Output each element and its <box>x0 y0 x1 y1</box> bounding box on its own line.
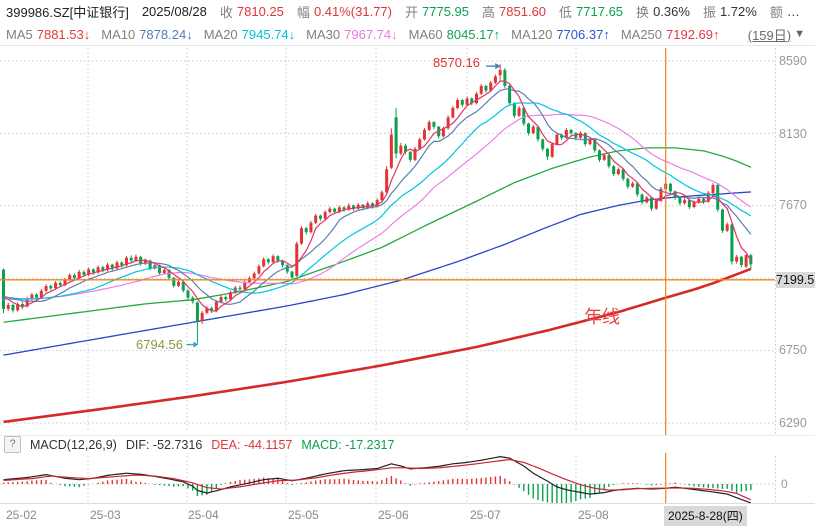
x-axis-label: 25-05 <box>288 508 319 522</box>
x-axis-label: 25-07 <box>470 508 501 522</box>
quote-date: 2025/08/28 <box>141 4 207 19</box>
field-high: 高 7851.60 <box>482 4 547 20</box>
y-axis-label: 6290 <box>779 416 807 430</box>
macd-value: MACD: -17.2317 <box>301 437 395 452</box>
dea-value: DEA: -44.1157 <box>211 437 293 452</box>
field-turnover: 换 0.36% <box>636 4 690 20</box>
help-button[interactable]: ? <box>4 436 21 453</box>
field-amplitude: 振 1.72% <box>702 4 757 20</box>
ma60-legend: MA60 8045.17↑ <box>408 26 501 42</box>
macd-zero-label: 0 <box>781 477 788 491</box>
x-axis-label: 25-03 <box>90 508 121 522</box>
y-axis-label: 8130 <box>779 127 807 141</box>
crosshair-price-label: 7199.5 <box>776 272 815 288</box>
field-change: 幅 0.41%(31.77) <box>296 4 392 20</box>
low-price-annotation: 6794.56 <box>136 337 183 352</box>
y-axis-label: 8590 <box>779 54 807 68</box>
field-open: 开 7775.95 <box>405 4 470 20</box>
field-amount: 额… <box>769 4 800 20</box>
y-axis-label: 7670 <box>779 198 807 212</box>
x-axis-label: 25-08 <box>578 508 609 522</box>
dif-value: DIF: -52.7316 <box>125 437 203 452</box>
field-close: 收 7810.25 <box>219 4 284 20</box>
macd-header: ? MACD(12,26,9) DIF: -52.7316 DEA: -44.1… <box>0 435 815 453</box>
field-low: 低 7717.65 <box>559 4 624 20</box>
crosshair-date-label: 2025-8-28(四) <box>664 506 747 526</box>
period-selector[interactable]: (159日) ▼ <box>748 25 805 44</box>
x-axis-label: 25-06 <box>378 508 409 522</box>
x-axis-label: 25-02 <box>6 508 37 522</box>
ma-legend: MA5 7881.53↓ MA10 7878.24↓ MA20 7945.74↓ MA… <box>0 23 815 46</box>
x-axis-separator <box>0 503 815 504</box>
ma30-legend: MA30 7967.74↓ <box>306 26 398 42</box>
ma20-legend: MA20 7945.74↓ <box>203 26 296 42</box>
ma120-legend: MA120 7706.37↑ <box>511 26 610 42</box>
ma5-legend: MA5 7881.53↓ <box>6 26 91 42</box>
quote-header: 399986.SZ[中证银行] 2025/08/28 收 7810.25 幅 0.4… <box>0 0 815 23</box>
high-price-annotation: 8570.16 <box>433 55 480 70</box>
ma10-legend: MA10 7878.24↓ <box>101 26 193 42</box>
stock-symbol: 399986.SZ[中证银行] <box>6 5 129 20</box>
x-axis-label: 25-04 <box>188 508 219 522</box>
ma250-legend: MA250 7192.69↑ <box>620 26 720 42</box>
macd-params: MACD(12,26,9) <box>30 437 117 452</box>
chevron-down-icon[interactable]: ▼ <box>794 28 805 40</box>
y-axis-label: 6750 <box>779 343 807 357</box>
period-label[interactable]: (159日) <box>747 27 792 43</box>
year-line-annotation: 年线 <box>584 307 620 327</box>
